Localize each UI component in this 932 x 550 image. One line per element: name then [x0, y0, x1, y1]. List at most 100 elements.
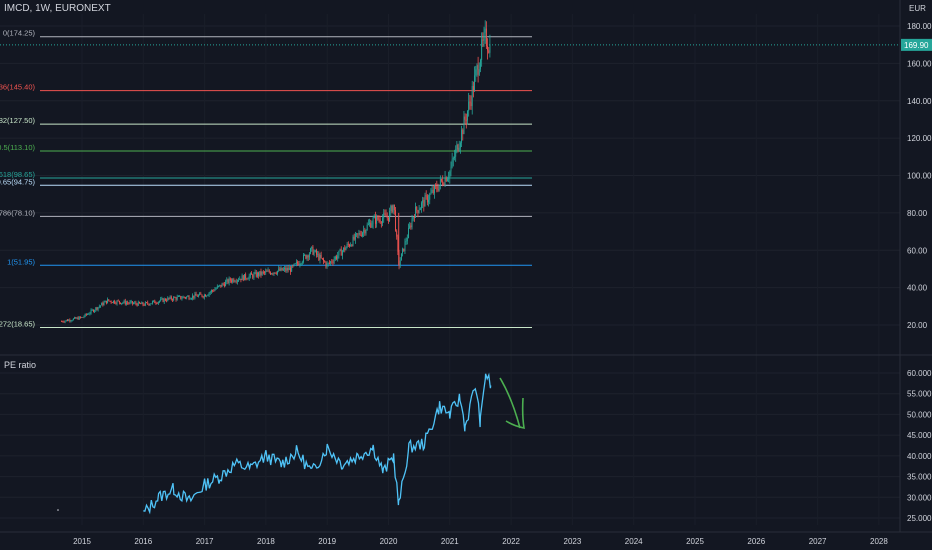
x-tick-label: 2020 [380, 537, 398, 546]
candle-body [62, 321, 64, 323]
candle-body [294, 263, 296, 265]
candle-body [187, 296, 189, 297]
candle-body [248, 275, 250, 279]
candle-body [134, 302, 136, 304]
candle-body [461, 129, 463, 143]
candle-body [483, 32, 485, 41]
fib-level-label: 0.786(78.10) [0, 208, 35, 217]
candle-body [91, 309, 93, 311]
candle-body [272, 273, 274, 275]
candle-body [446, 178, 448, 182]
candle-body [374, 216, 376, 224]
candle-body [278, 268, 280, 271]
candle-body [451, 159, 453, 167]
candle-body [298, 263, 300, 266]
candle-body [176, 296, 178, 300]
pe-y-tick-label: 60.000 [907, 369, 932, 378]
candle-body [452, 158, 454, 160]
candle-body [358, 233, 360, 235]
candle-body [159, 300, 160, 302]
x-tick-label: 2016 [134, 537, 152, 546]
candle-body [422, 199, 424, 203]
candle-body [122, 302, 124, 304]
candle-body [95, 307, 97, 311]
candle-body [432, 189, 434, 194]
candle-body [180, 295, 182, 299]
candle-body [337, 255, 339, 259]
candle-body [194, 293, 196, 298]
candle-body [268, 270, 270, 273]
candle-body [89, 313, 91, 315]
candle-body [372, 218, 374, 225]
candle-body [163, 298, 165, 302]
candle-body [81, 317, 83, 318]
fib-level-label: 236(145.40) [0, 83, 35, 92]
candle-body [392, 204, 394, 213]
candle-body [267, 270, 269, 272]
candle-body [202, 296, 204, 298]
candle-body [475, 69, 477, 76]
candle-body [430, 192, 432, 195]
candle-body [389, 210, 391, 221]
candle-body [123, 300, 125, 303]
fib-level-label: 1(51.95) [7, 257, 35, 266]
candle-body [244, 274, 245, 281]
candle-body [363, 229, 365, 233]
candle-body [306, 255, 308, 259]
candle-body [274, 272, 276, 274]
candle-body [78, 316, 80, 320]
fib-level-label: 0.5(113.10) [0, 143, 35, 152]
candle-body [285, 268, 287, 271]
candle-body [150, 303, 152, 305]
candle-body [242, 275, 244, 281]
candle-body [118, 300, 120, 303]
candle-body [431, 189, 433, 193]
candle-body [174, 297, 176, 299]
candle-body [346, 244, 348, 248]
candle-body [231, 280, 232, 282]
candle-body [229, 278, 231, 281]
candle-body [399, 260, 401, 266]
candle-body [197, 295, 199, 297]
candle-body [277, 270, 278, 274]
x-tick-label: 2021 [441, 537, 459, 546]
candle-body [439, 179, 441, 185]
candle-body [151, 301, 153, 304]
candle-body [416, 206, 418, 211]
candle-body [476, 65, 478, 70]
candle-body [324, 261, 326, 263]
candle-body [254, 272, 256, 274]
pe-y-tick-label: 55.000 [907, 390, 932, 399]
candle-body [246, 278, 248, 280]
y-tick-label: 140.00 [907, 97, 932, 106]
candle-body [336, 256, 337, 259]
candle-body [130, 301, 132, 302]
candle-body [471, 86, 473, 107]
candle-body [314, 250, 316, 252]
candle-body [487, 46, 488, 51]
candle-body [387, 217, 389, 221]
candle-body [378, 219, 380, 221]
candle-body [147, 302, 149, 304]
candle-body [133, 303, 134, 304]
candle-body [343, 247, 345, 251]
candle-body [364, 229, 366, 234]
candle-body [397, 236, 399, 252]
y-tick-label: 100.00 [907, 172, 932, 181]
candle-body [286, 267, 288, 271]
candle-body [236, 280, 238, 282]
candle-body [216, 286, 218, 289]
candle-body [295, 262, 297, 264]
candle-body [292, 265, 294, 267]
candle-body [425, 195, 427, 197]
candle-body [458, 147, 460, 152]
candle-body [82, 317, 84, 318]
candle-body [138, 301, 140, 304]
candle-body [75, 317, 77, 319]
candle-body [228, 278, 230, 283]
candle-body [281, 267, 283, 271]
candle-body [454, 156, 455, 159]
candle-body [101, 302, 103, 306]
candle-body [459, 142, 461, 148]
